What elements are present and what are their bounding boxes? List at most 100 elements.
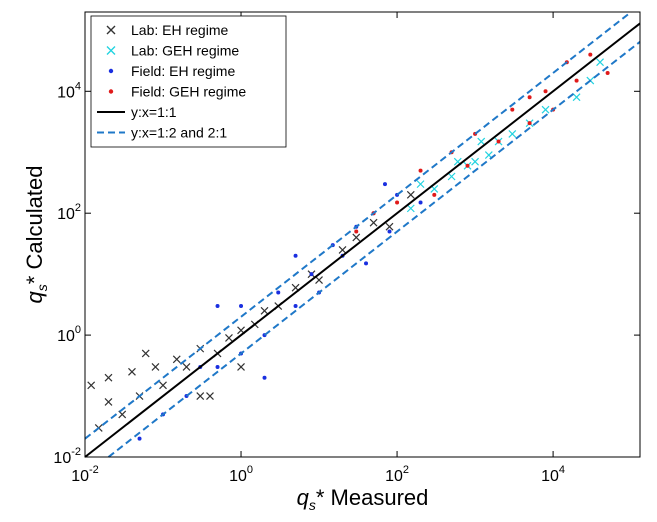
- x-marker: [352, 233, 361, 242]
- x-tick-label: 104: [541, 464, 565, 485]
- x-marker: [260, 306, 269, 315]
- tick-base: 10: [57, 206, 75, 223]
- legend-label: Lab: GEH regime: [131, 43, 239, 59]
- tick-base: 10: [71, 468, 89, 485]
- legend-swatch: [106, 25, 116, 35]
- reference-line: [84, 11, 641, 458]
- dot-marker: [276, 290, 281, 295]
- tick-base: 10: [57, 328, 75, 345]
- dot-marker: [527, 121, 532, 126]
- x-marker: [477, 137, 486, 146]
- y-tick-label: 10-2: [53, 446, 81, 467]
- x-marker: [541, 105, 550, 114]
- tick-exponent: 2: [75, 202, 81, 214]
- x-marker: [508, 129, 517, 138]
- tick-base: 10: [57, 84, 75, 101]
- dot-marker: [215, 304, 220, 309]
- axis-subscript: s: [34, 284, 50, 291]
- x-marker: [572, 93, 581, 102]
- plot-frame: [84, 11, 641, 458]
- y-tick-label: 102: [57, 202, 81, 223]
- reference-line: [84, 22, 641, 458]
- legend-label: y:x=1:2 and 2:1: [131, 125, 227, 141]
- dot-marker: [605, 70, 610, 75]
- x-marker: [172, 355, 181, 364]
- x-marker: [315, 276, 323, 284]
- x-marker: [141, 349, 150, 358]
- legend-swatch: [108, 89, 114, 94]
- tick-exponent: 4: [559, 464, 565, 476]
- tick-exponent: 2: [403, 464, 409, 476]
- x-marker: [385, 222, 394, 231]
- x-marker: [416, 180, 425, 189]
- legend-swatch: [108, 68, 114, 74]
- dot-marker: [527, 95, 532, 100]
- dot-marker: [574, 78, 579, 83]
- x-marker: [406, 204, 415, 213]
- dot-marker: [293, 304, 298, 309]
- legend-label: Field: EH regime: [131, 63, 235, 79]
- legend-box: [90, 15, 287, 148]
- dot-marker: [293, 253, 298, 258]
- dot-marker: [496, 139, 501, 144]
- x-marker: [225, 333, 233, 342]
- legend-label: Field: GEH regime: [131, 84, 246, 100]
- axis-text: * Measured: [316, 485, 429, 510]
- x-marker: [151, 363, 160, 371]
- legend-label: y:x=1:1: [131, 104, 177, 120]
- x-marker: [159, 381, 167, 390]
- dot-marker: [465, 163, 470, 168]
- legend-swatch: [106, 46, 116, 55]
- tick-base: 10: [229, 468, 247, 485]
- dot-marker: [262, 375, 267, 380]
- dot-marker: [387, 229, 392, 234]
- x-marker: [447, 172, 456, 181]
- tick-base: 10: [385, 468, 403, 485]
- tick-exponent: 0: [75, 324, 81, 336]
- legend-label: Lab: EH regime: [131, 22, 228, 38]
- x-tick-label: 102: [385, 464, 409, 485]
- dot-marker: [239, 304, 244, 309]
- dot-marker: [510, 107, 515, 112]
- x-tick-label: 10-2: [71, 464, 99, 485]
- dot-marker: [395, 200, 400, 205]
- x-marker: [182, 363, 191, 371]
- x-axis-label: qs* Measured: [297, 485, 429, 513]
- dot-marker: [364, 261, 369, 266]
- axis-subscript: s: [309, 497, 316, 513]
- x-marker: [338, 245, 347, 254]
- dot-marker: [543, 89, 548, 94]
- dot-marker: [382, 182, 387, 187]
- dot-marker: [137, 436, 142, 441]
- tick-exponent: -2: [71, 446, 81, 458]
- y-tick-label: 100: [57, 324, 81, 345]
- x-marker: [406, 190, 415, 199]
- dot-marker: [588, 52, 593, 57]
- x-tick-label: 100: [229, 464, 253, 485]
- tick-base: 10: [541, 468, 559, 485]
- axis-text: * Calculated: [22, 166, 47, 285]
- dot-marker: [309, 272, 314, 277]
- axis-symbol: q: [22, 290, 47, 303]
- x-marker: [369, 218, 378, 227]
- tick-exponent: 4: [75, 80, 81, 92]
- x-marker: [206, 392, 214, 400]
- y-axis-label: qs* Calculated: [22, 166, 50, 304]
- x-marker: [104, 398, 113, 406]
- x-marker: [596, 58, 604, 67]
- dot-marker: [418, 168, 423, 173]
- tick-exponent: 0: [247, 464, 253, 476]
- axis-symbol: q: [297, 485, 310, 510]
- x-marker: [118, 410, 127, 419]
- dot-marker: [418, 200, 423, 205]
- dot-marker: [354, 229, 359, 234]
- tick-exponent: -2: [89, 464, 99, 476]
- dot-marker: [432, 192, 437, 197]
- x-marker: [104, 373, 113, 382]
- x-marker: [196, 392, 205, 400]
- x-marker: [87, 381, 96, 390]
- x-marker: [237, 363, 245, 371]
- dot-marker: [215, 364, 220, 369]
- tick-base: 10: [53, 450, 71, 467]
